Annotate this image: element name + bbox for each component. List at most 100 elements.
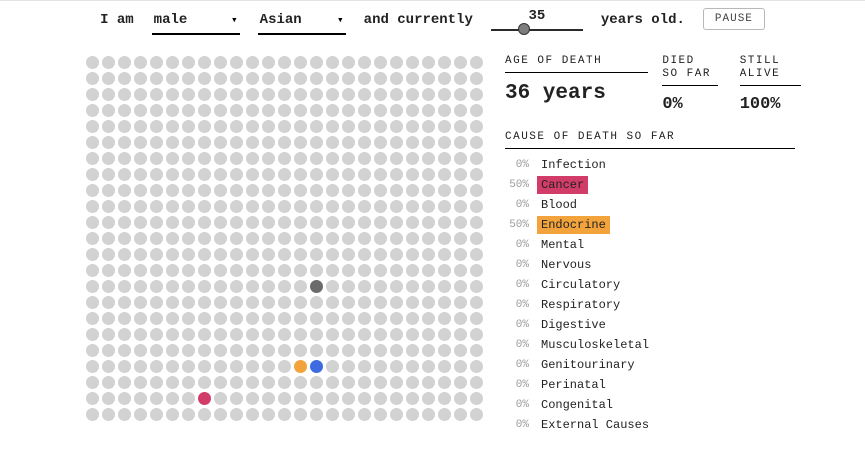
person-dot — [166, 408, 179, 421]
person-dot — [326, 88, 339, 101]
person-dot — [438, 88, 451, 101]
person-dot — [262, 264, 275, 277]
person-dot — [374, 216, 387, 229]
person-dot — [310, 344, 323, 357]
person-dot — [358, 312, 371, 325]
person-dot — [358, 120, 371, 133]
cause-percentage: 0% — [515, 298, 529, 311]
person-dot — [310, 56, 323, 69]
person-dot — [454, 104, 467, 117]
person-dot — [406, 376, 419, 389]
race-select[interactable]: Asian ▾ — [257, 12, 346, 35]
person-dot — [278, 152, 291, 165]
pause-button[interactable]: PAUSE — [702, 8, 765, 30]
person-dot — [118, 168, 131, 181]
person-dot — [150, 72, 163, 85]
person-dot — [342, 328, 355, 341]
person-dot — [454, 88, 467, 101]
person-dot — [470, 360, 483, 373]
person-dot — [182, 312, 195, 325]
person-dot — [438, 72, 451, 85]
person-dot — [342, 152, 355, 165]
person-dot — [166, 248, 179, 261]
person-dot — [390, 136, 403, 149]
person-dot — [374, 104, 387, 117]
person-dot — [102, 88, 115, 101]
person-dot — [134, 152, 147, 165]
person-dot — [310, 200, 323, 213]
died-so-far-header: DIED SO FAR — [662, 55, 718, 86]
cause-of-death-section: CAUSE OF DEATH SO FAR 0% Infection 50% Canc… — [505, 131, 801, 432]
person-dot — [326, 56, 339, 69]
person-dot — [150, 56, 163, 69]
person-dot — [214, 312, 227, 325]
person-dot — [262, 56, 275, 69]
person-dot — [102, 328, 115, 341]
person-dot — [150, 200, 163, 213]
person-dot — [278, 232, 291, 245]
person-dot — [374, 72, 387, 85]
age-slider-track[interactable] — [490, 23, 583, 35]
person-dot — [454, 200, 467, 213]
person-dot — [246, 216, 259, 229]
person-dot — [422, 360, 435, 373]
person-dot — [166, 344, 179, 357]
person-dot — [118, 376, 131, 389]
person-dot — [150, 152, 163, 165]
person-dot — [358, 264, 371, 277]
person-dot — [358, 360, 371, 373]
person-dot — [438, 152, 451, 165]
died-so-far-stat: DIED SO FAR 0% — [662, 55, 718, 114]
person-dot — [390, 392, 403, 405]
person-dot — [406, 408, 419, 421]
person-dot — [406, 104, 419, 117]
person-dot — [454, 408, 467, 421]
person-dot — [454, 312, 467, 325]
person-dot — [118, 104, 131, 117]
person-dot — [150, 104, 163, 117]
person-dot — [214, 328, 227, 341]
person-dot — [246, 328, 259, 341]
person-dot — [134, 88, 147, 101]
person-dot — [118, 392, 131, 405]
person-dot — [358, 392, 371, 405]
person-dot — [214, 408, 227, 421]
person-dot — [86, 136, 99, 149]
person-dot — [358, 168, 371, 181]
age-slider-handle[interactable] — [518, 23, 530, 35]
person-dot — [278, 392, 291, 405]
person-dot — [134, 392, 147, 405]
person-dot — [390, 56, 403, 69]
person-dot — [294, 392, 307, 405]
person-dot — [326, 120, 339, 133]
person-dot — [86, 312, 99, 325]
person-dot — [182, 184, 195, 197]
person-dot — [390, 184, 403, 197]
person-dot — [246, 56, 259, 69]
person-dot — [374, 296, 387, 309]
simulation-controls: I am male ▾ Asian ▾ and currently 35 yea… — [0, 6, 865, 35]
person-dot — [262, 88, 275, 101]
person-dot — [198, 312, 211, 325]
person-dot — [390, 120, 403, 133]
person-dot — [278, 200, 291, 213]
cause-row: 0% Nervous — [505, 258, 801, 272]
person-dot — [278, 376, 291, 389]
age-slider[interactable]: 35 — [490, 8, 583, 35]
person-dot — [230, 56, 243, 69]
gender-select[interactable]: male ▾ — [151, 12, 240, 35]
person-dot — [278, 312, 291, 325]
person-dot — [118, 120, 131, 133]
person-dot — [102, 392, 115, 405]
person-dot — [422, 88, 435, 101]
person-dot — [214, 248, 227, 261]
person-dot — [422, 184, 435, 197]
person-dot — [134, 184, 147, 197]
cause-label: Perinatal — [541, 377, 606, 392]
person-dot — [438, 312, 451, 325]
person-dot — [342, 344, 355, 357]
person-dot — [214, 152, 227, 165]
person-dot — [230, 216, 243, 229]
person-dot — [214, 136, 227, 149]
person-dot — [422, 152, 435, 165]
